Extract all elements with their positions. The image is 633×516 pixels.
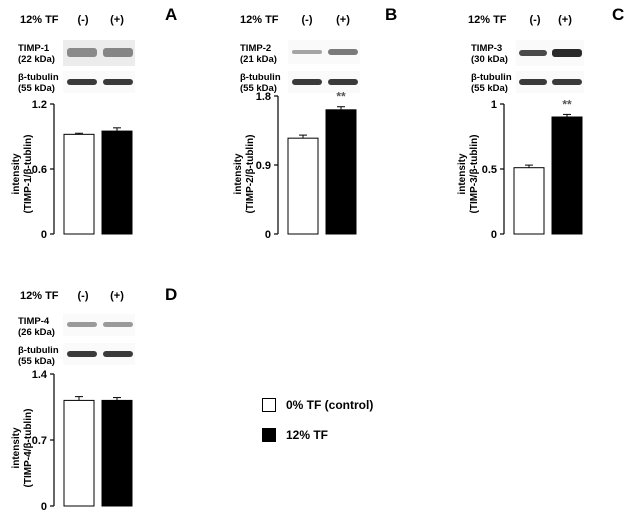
blot-band	[103, 322, 133, 327]
blot-control	[63, 71, 135, 93]
protein-label: TIMP-1 (22 kDa)	[18, 43, 55, 65]
blot-band	[67, 351, 97, 357]
bar	[63, 133, 95, 235]
y-tick-label: 1.4	[32, 369, 48, 381]
blot-band	[552, 49, 582, 57]
blot-band	[67, 48, 97, 57]
blot-band	[519, 79, 547, 85]
legend-swatch-control	[262, 398, 276, 412]
blot-control	[288, 71, 360, 93]
lane-plus: (+)	[336, 14, 350, 26]
lane-plus: (+)	[110, 14, 124, 26]
panel-letter: B	[385, 5, 398, 24]
blot-band	[552, 79, 582, 85]
protein-label: TIMP-4 (26 kDa)	[18, 316, 55, 338]
bar	[101, 130, 133, 235]
bar	[551, 116, 583, 235]
control-band-label: β-tubulin (55 kDa)	[240, 72, 281, 94]
panel-letter: D	[165, 285, 178, 304]
chart-d: 0 0.7 1.4	[32, 369, 133, 513]
lane-minus: (-)	[77, 14, 89, 26]
legend-label-control: 0% TF (control)	[286, 398, 374, 412]
panel-letter: C	[612, 5, 625, 24]
legend-swatch-treated	[262, 428, 276, 442]
y-axis-label: intensity (TIMP-3/β-tublin)	[457, 134, 480, 214]
blot-band	[292, 79, 322, 85]
y-tick-label: 0	[265, 229, 271, 241]
blot-band	[292, 50, 322, 54]
blot-control	[516, 71, 584, 93]
blot-band	[328, 79, 358, 85]
chart-b: 0 0.9 1.8 **	[256, 90, 357, 241]
control-band-label: β-tubulin (55 kDa)	[18, 345, 59, 367]
control-band-label: β-tubulin (55 kDa)	[471, 72, 512, 94]
blot-protein	[516, 40, 584, 66]
y-tick-label: 0	[491, 229, 497, 241]
blot-band	[67, 79, 97, 85]
bar	[101, 399, 133, 507]
blot-protein	[63, 314, 135, 336]
lane-minus: (-)	[529, 14, 541, 26]
y-tick-label: 0.5	[482, 164, 497, 176]
blot-protein	[63, 40, 135, 66]
y-tick-label: 0.9	[256, 160, 271, 172]
legend-label-treated: 12% TF	[286, 428, 329, 442]
y-tick-label: 1	[491, 99, 497, 111]
significance-marker: **	[336, 90, 346, 104]
bar	[513, 167, 545, 235]
lane-plus: (+)	[110, 290, 124, 302]
blot-band	[103, 79, 133, 85]
y-tick-label: 1.2	[32, 99, 47, 111]
protein-label: TIMP-3 (30 kDa)	[471, 43, 508, 65]
control-band-label: β-tubulin (55 kDa)	[18, 72, 59, 94]
blot-band	[67, 322, 97, 327]
chart-c: 0 0.5 1 **	[482, 98, 583, 241]
blot-control	[63, 343, 135, 365]
blot-band	[103, 351, 133, 357]
header-label: 12% TF	[240, 14, 279, 26]
panel-letter: A	[165, 5, 178, 24]
lane-minus: (-)	[301, 14, 313, 26]
bar	[63, 399, 95, 507]
y-tick-label: 0.6	[32, 164, 47, 176]
header-label: 12% TF	[20, 290, 59, 302]
y-tick-label: 1.8	[256, 91, 271, 103]
header-label: 12% TF	[468, 14, 507, 26]
y-tick-label: 0	[41, 229, 47, 241]
chart-a: 0 0.6 1.2	[32, 99, 133, 241]
y-tick-label: 0.7	[32, 435, 47, 447]
bar	[325, 109, 357, 235]
lane-minus: (-)	[77, 290, 89, 302]
blot-band	[328, 49, 358, 55]
protein-label: TIMP-2 (21 kDa)	[240, 43, 277, 65]
blot-band	[103, 48, 133, 57]
lane-plus: (+)	[558, 14, 572, 26]
y-tick-label: 0	[41, 501, 47, 513]
bar	[287, 137, 319, 235]
blot-band	[519, 50, 547, 56]
blot-protein	[288, 40, 360, 64]
significance-marker: **	[562, 98, 572, 111]
header-label: 12% TF	[20, 14, 59, 26]
